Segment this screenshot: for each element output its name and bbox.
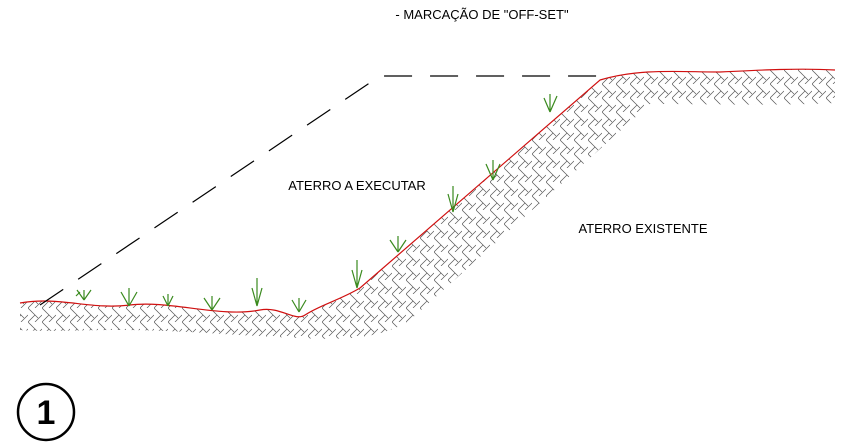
- step-circle: [16, 382, 76, 442]
- vegetation: [75, 94, 558, 313]
- step-number: 1: [37, 394, 56, 432]
- fill-label: ATERRO A EXECUTAR: [288, 178, 426, 193]
- existing-label: ATERRO EXISTENTE: [578, 221, 707, 236]
- offset-line: [39, 75, 610, 306]
- title: - MARCAÇÃO DE "OFF-SET": [395, 7, 569, 22]
